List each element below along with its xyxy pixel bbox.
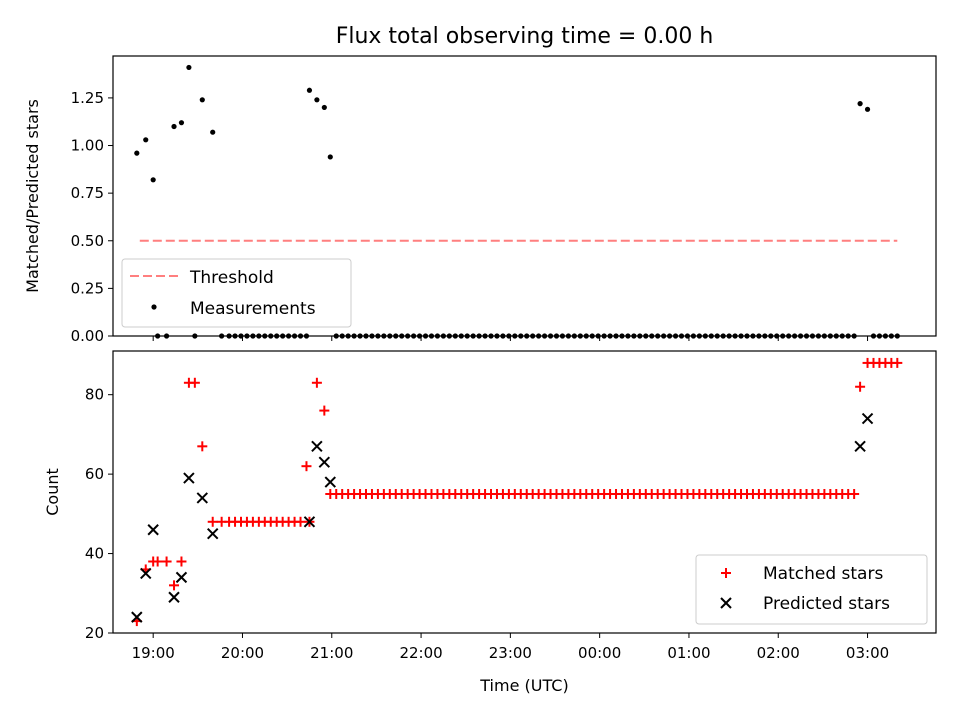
predicted-star-marker [168,591,180,603]
predicted-star-marker [854,440,866,453]
predicted-star-marker [147,524,159,536]
measurement-point [150,177,156,183]
measurement-point [134,150,140,156]
ratio-legend-box [121,258,352,328]
matched-star-marker [319,405,330,416]
predicted-marker-b [183,472,195,484]
measurements-legend-label: Measurements [190,299,316,319]
measurements-legend-marker [151,304,157,310]
ratio-y-axis-label: Matched/Predicted stars [23,99,42,293]
measurement-point [178,120,185,126]
x-tick-label: 02:00 [757,644,800,662]
ratio-y-tick-label: 0.75 [71,184,104,202]
predicted-star-marker [183,472,195,484]
predicted-marker-b [324,476,336,488]
count-y-tick-label: 80 [85,386,104,404]
count-plot-area [131,357,903,627]
x-tick-label: 03:00 [846,644,889,662]
ratio-y-tick-label: 1.00 [71,137,104,155]
matched-star-marker [189,377,200,388]
x-tick-label: 23:00 [489,644,532,662]
predicted-star-marker [140,567,152,580]
x-tick-label: 19:00 [132,644,175,662]
count-y-tick-label: 40 [85,545,104,563]
ratio-y-tick-label: 1.25 [71,89,104,107]
predicted-marker-b [303,516,316,528]
predicted-marker-b [140,567,152,580]
ratio-plot-area [134,64,900,339]
predicted-star-marker [318,456,331,468]
predicted-marker-b [196,492,209,504]
predicted-star-marker [303,516,316,528]
x-tick-label: 22:00 [399,644,442,662]
predicted-star-marker [196,492,209,504]
predicted-marker-b [131,611,143,623]
measurement-point [186,64,192,71]
predicted-star-marker [861,412,874,425]
predicted-marker-b [147,524,159,536]
measurement-point [857,101,863,107]
count-y-axis-label: Count [43,468,62,516]
measurement-point [306,87,313,93]
count-y-tick-label: 20 [85,624,104,642]
matched-star-marker [176,556,187,567]
predicted-marker-b [175,571,188,584]
predicted-marker-b [318,456,331,468]
measurement-point [199,97,205,103]
matched-star-marker [892,357,903,368]
matched-star-marker [207,516,218,527]
x-tick-label: 01:00 [667,644,710,662]
matched-legend-label: Matched stars [763,564,883,584]
count-legend-box [695,554,928,625]
predicted-star-marker [324,476,336,488]
predicted-legend-marker [720,597,732,609]
matched-star-marker [855,381,866,392]
ratio-y-tick-label: 0.00 [71,327,104,345]
chart-title: Flux total observing time = 0.00 h [336,24,714,49]
matched-star-marker [295,516,306,527]
predicted-marker-b [854,440,866,453]
x-axis-label: Time (UTC) [479,676,568,695]
x-tick-label: 20:00 [221,644,264,662]
matched-star-marker [301,461,312,472]
measurement-point [321,104,327,111]
ratio-y-tick-label: 0.25 [71,279,104,297]
x-tick-label: 00:00 [578,644,621,662]
predicted-legend-label: Predicted stars [763,594,890,614]
matched-star-marker [311,377,322,388]
predicted-star-marker [311,440,323,453]
threshold-legend-label: Threshold [189,268,274,288]
predicted-star-marker [207,527,219,540]
matched-star-marker [169,580,180,591]
predicted-marker-b [207,527,219,540]
x-tick-label: 21:00 [310,644,353,662]
ratio-y-tick-label: 0.50 [71,232,104,250]
measurement-point [314,97,320,103]
count-axes-frame [112,350,937,634]
matched-star-marker [197,441,208,452]
measurement-point [210,129,216,135]
predicted-star-marker [175,571,188,584]
count-legend: Matched stars Predicted stars [695,554,928,625]
predicted-star-marker [131,611,143,623]
predicted-marker-b [311,440,323,453]
matched-legend-marker [721,568,731,578]
ratio-legend: Threshold Measurements [121,258,352,328]
measurement-point [864,106,871,112]
predicted-marker-b [168,591,180,603]
count-y-tick-label: 60 [85,465,104,483]
measurement-point [143,137,149,143]
matched-star-marker [161,556,172,567]
measurement-point [327,154,333,160]
ratio-axes-frame [112,55,937,337]
predicted-marker-b [861,412,874,425]
measurement-point [171,123,177,130]
matched-star-marker [849,488,860,499]
matched-star-marker [152,556,163,567]
